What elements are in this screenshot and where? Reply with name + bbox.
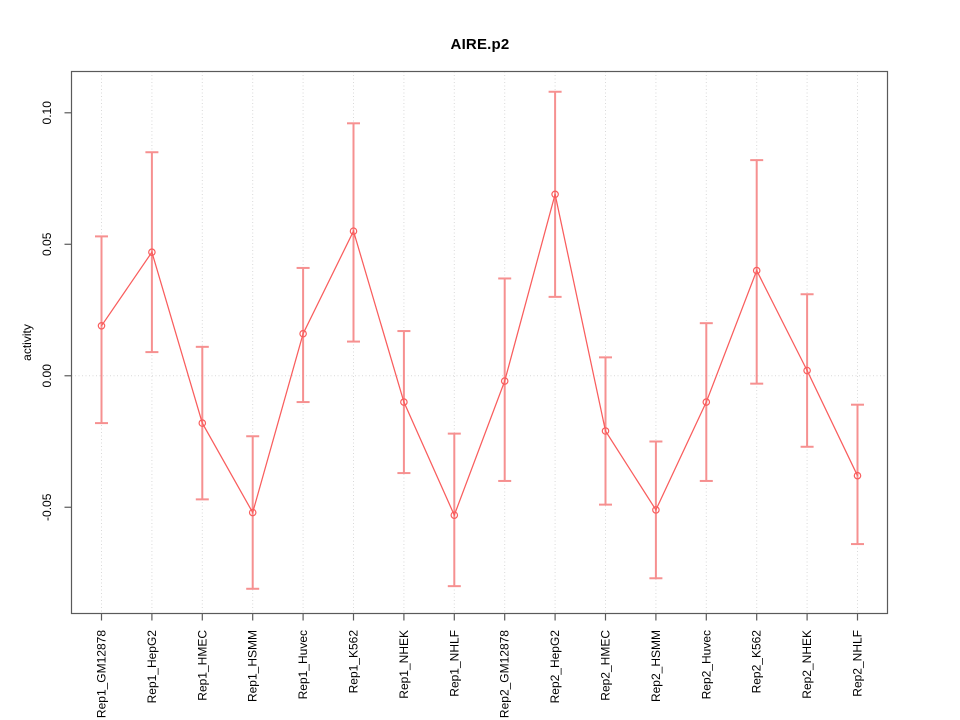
data-point	[148, 248, 156, 256]
x-category-label: Rep1_GM12878	[95, 630, 109, 718]
data-point	[752, 266, 761, 275]
data-point	[500, 377, 509, 385]
data-point	[299, 329, 307, 338]
y-axis-label: activity	[20, 324, 34, 361]
x-category-label: Rep2_K562	[750, 630, 764, 694]
data-point	[702, 398, 711, 406]
x-category-label: Rep1_HMEC	[195, 630, 209, 701]
x-category-label: Rep2_NHEK	[800, 630, 814, 699]
x-category-label: Rep2_HepG2	[548, 630, 562, 704]
y-tick-label: -0.05	[40, 493, 54, 521]
y-tick-label: 0.10	[40, 101, 54, 125]
data-point	[97, 322, 106, 330]
data-point	[601, 427, 610, 435]
y-tick-label: 0.00	[40, 364, 54, 388]
x-category-label: Rep1_HSMM	[246, 630, 260, 702]
x-category-label: Rep1_K562	[347, 630, 361, 694]
x-category-label: Rep2_GM12878	[498, 630, 512, 718]
data-point	[551, 190, 559, 199]
data-point	[349, 227, 358, 235]
x-category-label: Rep1_NHLF	[447, 630, 461, 697]
x-category-label: Rep2_Huvec	[699, 630, 713, 699]
x-category-label: Rep2_HMEC	[599, 630, 613, 701]
data-point	[853, 471, 862, 480]
data-point	[400, 398, 408, 406]
chart-title: AIRE.p2	[450, 36, 510, 53]
data-point	[803, 366, 811, 375]
data-point	[248, 508, 257, 517]
data-point	[450, 511, 459, 519]
y-tick-label: 0.05	[40, 232, 54, 256]
plot-box	[70, 70, 889, 615]
x-category-label: Rep2_NHLF	[851, 630, 865, 697]
x-category-label: Rep1_HepG2	[145, 630, 159, 704]
data-point	[198, 419, 207, 427]
x-category-label: Rep2_HSMM	[649, 630, 663, 702]
data-point	[652, 506, 660, 514]
series-line	[100, 194, 859, 517]
x-category-label: Rep1_Huvec	[296, 630, 310, 699]
x-category-label: Rep1_NHEK	[397, 630, 411, 699]
